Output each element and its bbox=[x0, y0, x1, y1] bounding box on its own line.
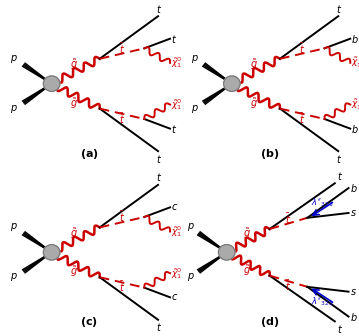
Text: $\tilde{\chi}^\pm_1$: $\tilde{\chi}^\pm_1$ bbox=[351, 97, 359, 112]
Text: $\bf(c)$: $\bf(c)$ bbox=[80, 316, 98, 329]
Text: $b$: $b$ bbox=[351, 123, 359, 135]
Text: $s$: $s$ bbox=[350, 208, 357, 218]
Text: $\bar{t}$: $\bar{t}$ bbox=[285, 279, 292, 293]
Text: $b$: $b$ bbox=[350, 182, 358, 194]
Circle shape bbox=[219, 245, 235, 260]
Text: $p$: $p$ bbox=[10, 102, 18, 115]
Circle shape bbox=[43, 76, 60, 91]
Text: $p$: $p$ bbox=[191, 102, 199, 115]
Text: $\tilde{g}$: $\tilde{g}$ bbox=[70, 57, 78, 72]
Text: $\bar{t}$: $\bar{t}$ bbox=[119, 210, 125, 224]
Text: $p$: $p$ bbox=[191, 53, 199, 65]
Text: $\bar{t}$: $\bar{t}$ bbox=[285, 212, 292, 226]
Text: $p$: $p$ bbox=[187, 271, 195, 283]
Text: $\bar{t}$: $\bar{t}$ bbox=[299, 112, 305, 126]
Text: $s$: $s$ bbox=[350, 287, 357, 297]
Text: $\tilde{\chi}^0_1$: $\tilde{\chi}^0_1$ bbox=[171, 55, 182, 70]
Text: $t$: $t$ bbox=[156, 153, 162, 165]
Text: $\tilde{g}$: $\tilde{g}$ bbox=[243, 263, 250, 278]
Text: $t$: $t$ bbox=[156, 322, 162, 333]
Text: $b$: $b$ bbox=[350, 310, 358, 323]
Text: $\bar{t}$: $\bar{t}$ bbox=[119, 42, 125, 56]
Text: $t$: $t$ bbox=[336, 323, 342, 335]
Circle shape bbox=[43, 245, 60, 260]
Text: $t$: $t$ bbox=[156, 3, 162, 14]
Text: $\tilde{g}$: $\tilde{g}$ bbox=[250, 57, 258, 72]
Text: $\tilde{g}$: $\tilde{g}$ bbox=[250, 96, 258, 111]
Text: $\tilde{\chi}^\pm_1$: $\tilde{\chi}^\pm_1$ bbox=[351, 56, 359, 70]
Text: $p$: $p$ bbox=[187, 221, 195, 234]
Text: $\bar{t}$: $\bar{t}$ bbox=[299, 42, 305, 56]
Text: $\tilde{g}$: $\tilde{g}$ bbox=[70, 264, 78, 280]
Text: $c$: $c$ bbox=[171, 202, 178, 212]
Text: $\bar{t}$: $\bar{t}$ bbox=[119, 112, 125, 126]
Text: $\tilde{g}$: $\tilde{g}$ bbox=[70, 96, 78, 111]
Text: $t$: $t$ bbox=[171, 123, 177, 135]
Text: $p$: $p$ bbox=[10, 271, 18, 283]
Text: $c$: $c$ bbox=[171, 292, 178, 302]
Text: $t$: $t$ bbox=[336, 153, 342, 165]
Text: $\tilde{g}$: $\tilde{g}$ bbox=[70, 226, 78, 241]
Text: $t$: $t$ bbox=[171, 33, 177, 45]
Text: $\lambda''_{323}$: $\lambda''_{323}$ bbox=[311, 196, 333, 209]
Text: $p$: $p$ bbox=[10, 53, 18, 65]
Text: $\bf(d)$: $\bf(d)$ bbox=[260, 316, 279, 329]
Text: $\bf(a)$: $\bf(a)$ bbox=[80, 147, 99, 161]
Text: $p$: $p$ bbox=[10, 221, 18, 234]
Text: $\tilde{g}$: $\tilde{g}$ bbox=[243, 226, 250, 241]
Text: $\tilde{\chi}^0_1$: $\tilde{\chi}^0_1$ bbox=[171, 97, 182, 112]
Text: $t$: $t$ bbox=[156, 171, 162, 183]
Text: $b$: $b$ bbox=[351, 33, 359, 45]
Text: $\bar{t}$: $\bar{t}$ bbox=[119, 280, 125, 294]
Text: $\bf(b)$: $\bf(b)$ bbox=[260, 147, 279, 161]
Circle shape bbox=[224, 76, 240, 91]
Text: $t$: $t$ bbox=[336, 170, 342, 182]
Text: $\tilde{\chi}^0_1$: $\tilde{\chi}^0_1$ bbox=[171, 224, 182, 239]
Text: $\tilde{\chi}^0_1$: $\tilde{\chi}^0_1$ bbox=[171, 266, 182, 281]
Text: $\lambda''_{323}$: $\lambda''_{323}$ bbox=[311, 296, 333, 308]
Text: $t$: $t$ bbox=[336, 3, 342, 14]
